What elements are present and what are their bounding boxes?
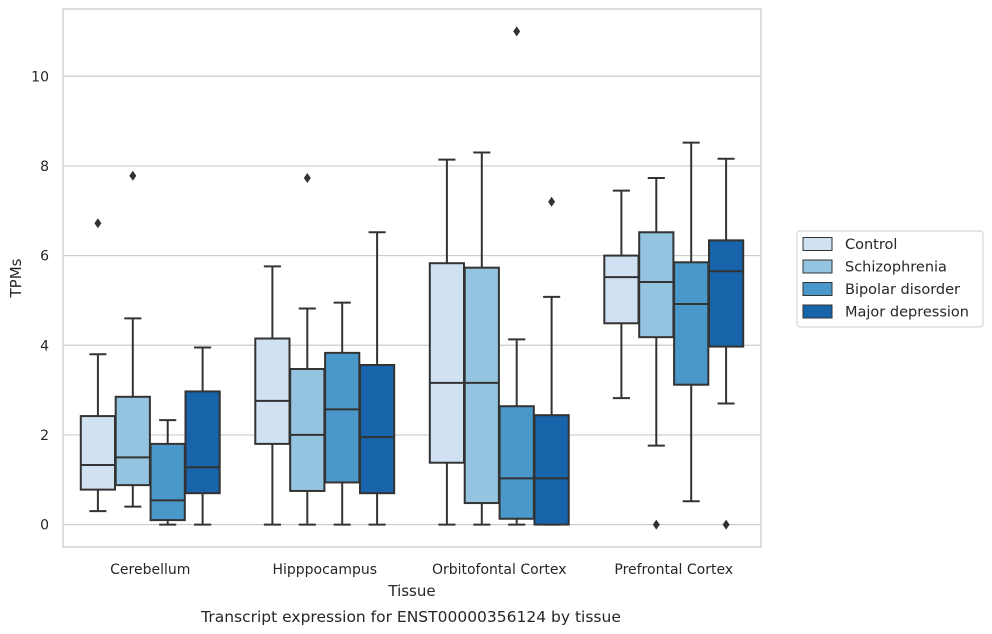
legend-swatch: [802, 237, 833, 251]
box: [149, 442, 186, 522]
legend-label: Bipolar disorder: [845, 282, 960, 298]
plot-frame: [62, 8, 762, 548]
chart-caption: Transcript expression for ENST0000035612…: [200, 608, 621, 626]
box: [463, 266, 500, 505]
box-group: [114, 170, 151, 508]
boxes: [79, 26, 745, 530]
x-tick-label: Cerebellum: [110, 562, 190, 578]
legend: Control Schizophrenia Bipolar disorder Majo…: [796, 230, 984, 328]
x-tick-label: Hipppocampus: [272, 562, 377, 578]
outlier-point: [548, 196, 556, 207]
legend-swatch: [802, 304, 833, 319]
box-group: [673, 141, 710, 503]
box: [707, 239, 745, 348]
box: [498, 405, 535, 520]
box: [289, 368, 326, 492]
box: [428, 262, 466, 464]
box-group: [79, 218, 117, 513]
box: [114, 395, 151, 487]
box-group: [358, 231, 396, 526]
y-tick-label: 8: [40, 159, 49, 175]
x-tick-label: Prefrontal Cortex: [614, 562, 733, 578]
box-group: [254, 265, 291, 526]
x-tick-labels: Cerebellum Hipppocampus Orbitofontal Corte…: [110, 562, 733, 578]
box: [603, 254, 640, 325]
legend-label: Major depression: [845, 305, 969, 321]
box-group: [638, 177, 675, 530]
box: [184, 390, 221, 495]
legend-label: Control: [845, 237, 897, 253]
box-group: [707, 157, 745, 530]
legend-label: Schizophrenia: [845, 260, 947, 276]
y-tick-label: 2: [40, 428, 49, 444]
box-group: [289, 173, 326, 526]
outlier-point: [94, 218, 102, 229]
box-group: [324, 301, 361, 526]
box-group: [149, 419, 186, 526]
y-tick-label: 0: [40, 518, 49, 534]
y-axis-title: TPMs: [7, 258, 25, 298]
y-tick-label: 4: [40, 338, 49, 354]
outlier-point: [129, 170, 137, 181]
y-tick-label: 6: [40, 249, 49, 265]
x-tick-label: Orbitofontal Cortex: [432, 562, 567, 578]
box: [254, 337, 291, 445]
outlier-point: [652, 519, 660, 530]
box: [79, 415, 117, 491]
y-tick-label: 10: [31, 69, 49, 85]
box: [673, 261, 710, 386]
box-group: [498, 26, 535, 526]
box-group: [428, 158, 466, 526]
legend-swatch: [802, 282, 833, 296]
gridlines: [63, 75, 761, 526]
box: [638, 231, 675, 339]
y-tick-labels: 0 2 4 6 8 10: [31, 69, 49, 533]
box-group: [533, 196, 570, 526]
box-group: [603, 189, 640, 400]
legend-swatch: [802, 259, 833, 274]
outlier-point: [722, 519, 730, 530]
box-group: [184, 346, 221, 526]
box: [358, 363, 396, 495]
box-group: [463, 151, 500, 526]
outlier-point: [513, 26, 521, 37]
legend-frame: [796, 230, 984, 328]
box: [324, 351, 361, 484]
outlier-point: [303, 173, 311, 184]
box: [533, 414, 570, 526]
x-axis-title: Tissue: [387, 582, 435, 600]
